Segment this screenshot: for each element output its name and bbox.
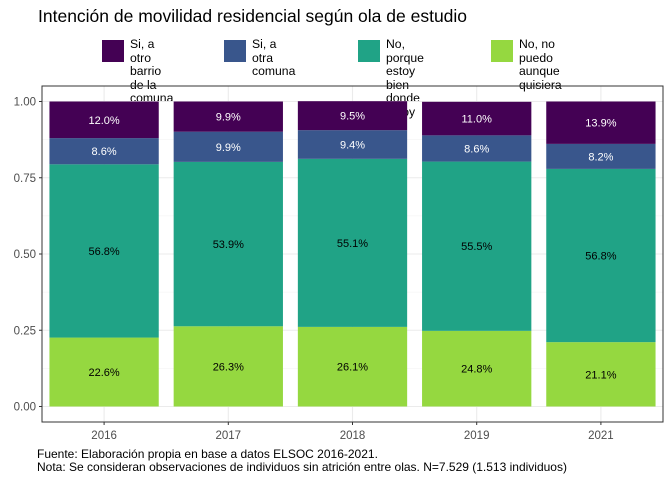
data-label-2016-no-porque-estoy-bien-donde-estoy: 56.8% [88,246,119,258]
bar-2017-no-no-puedo-aunque-quisiera [173,326,283,407]
legend-label-otra-comuna: Si, a otra comuna [252,37,296,78]
x-tick-label-2018: 2018 [340,430,366,442]
bar-2016-no-no-puedo-aunque-quisiera [49,337,159,407]
legend-key-otra-comuna [224,40,246,62]
data-label-2017-no-porque-estoy-bien-donde-estoy: 53.9% [213,239,244,251]
legend-key-bien-donde-estoy [358,40,380,62]
bar-2021-no-no-puedo-aunque-quisiera [546,342,656,407]
y-tick-label: 0.00 [14,402,36,414]
bar-2021-si-a-otro-barrio-de-la-comuna [546,101,656,144]
data-label-2016-no-no-puedo-aunque-quisiera: 22.6% [88,367,119,379]
data-label-2017-si-a-otro-barrio-de-la-comuna: 9.9% [216,112,241,124]
bar-2018-si-a-otro-barrio-de-la-comuna [297,101,408,131]
bar-2016-si-a-otro-barrio-de-la-comuna [49,101,159,139]
data-label-2016-si-a-otro-barrio-de-la-comuna: 12.0% [88,115,119,127]
bar-2016-si-a-otra-comuna [49,138,159,165]
bar-2017-si-a-otra-comuna [173,131,283,162]
x-tick-label-2019: 2019 [464,430,490,442]
legend-key-otro-barrio [102,40,124,62]
data-label-2021-si-a-otra-comuna: 8.2% [588,151,613,163]
panel-border [41,85,664,423]
data-label-2019-no-porque-estoy-bien-donde-estoy: 55.5% [461,241,492,253]
y-tick-label: 1.00 [14,97,36,109]
data-label-2021-no-no-puedo-aunque-quisiera: 21.1% [585,369,616,381]
caption-note: Nota: Se consideran observaciones de ind… [37,459,567,474]
x-tick-label-2016: 2016 [91,430,117,442]
bar-2018-si-a-otra-comuna [297,130,408,159]
data-label-2017-no-no-puedo-aunque-quisiera: 26.3% [213,361,244,373]
y-tick-label: 0.25 [14,325,36,337]
data-label-2018-no-no-puedo-aunque-quisiera: 26.1% [337,362,368,374]
data-label-2017-si-a-otra-comuna: 9.9% [216,142,241,154]
chart-caption: Fuente: Elaboración propia en base a dat… [37,448,567,474]
bar-2017-si-a-otro-barrio-de-la-comuna [173,101,283,132]
x-tick-label-2017: 2017 [216,430,242,442]
chart-title: Intención de movilidad residencial según… [38,6,468,26]
bar-2017-no-porque-estoy-bien-donde-estoy [173,161,283,327]
caption-source: Fuente: Elaboración propia en base a dat… [37,447,378,461]
data-label-2019-si-a-otro-barrio-de-la-comuna: 11.0% [462,114,493,126]
legend-label-no-puedo: No, no puedo aunque quisiera [519,37,562,92]
data-label-2019-si-a-otra-comuna: 8.6% [464,143,489,155]
legend-key-no-puedo [491,40,513,62]
bar-2019-si-a-otro-barrio-de-la-comuna [422,101,532,136]
data-label-2021-si-a-otro-barrio-de-la-comuna: 13.9% [585,118,616,130]
data-label-2018-si-a-otro-barrio-de-la-comuna: 9.5% [340,111,365,123]
bar-2021-no-porque-estoy-bien-donde-estoy [546,168,656,343]
data-label-2021-no-porque-estoy-bien-donde-estoy: 56.8% [585,251,616,263]
bar-2019-si-a-otra-comuna [422,135,532,162]
bar-2018-no-porque-estoy-bien-donde-estoy [297,158,408,327]
data-label-2016-si-a-otra-comuna: 8.6% [92,146,117,158]
data-label-2019-no-no-puedo-aunque-quisiera: 24.8% [461,364,492,376]
y-tick-label: 0.50 [14,249,36,261]
y-tick-label: 0.75 [14,173,36,185]
data-label-2018-no-porque-estoy-bien-donde-estoy: 55.1% [337,238,368,250]
bar-2016-no-porque-estoy-bien-donde-estoy [49,164,159,338]
x-tick-label-2021: 2021 [588,430,614,442]
bar-2019-no-porque-estoy-bien-donde-estoy [422,161,532,331]
bar-2019-no-no-puedo-aunque-quisiera [422,330,532,407]
data-label-2018-si-a-otra-comuna: 9.4% [340,140,365,152]
bar-2021-si-a-otra-comuna [546,143,656,169]
bar-2018-no-no-puedo-aunque-quisiera [297,326,408,407]
